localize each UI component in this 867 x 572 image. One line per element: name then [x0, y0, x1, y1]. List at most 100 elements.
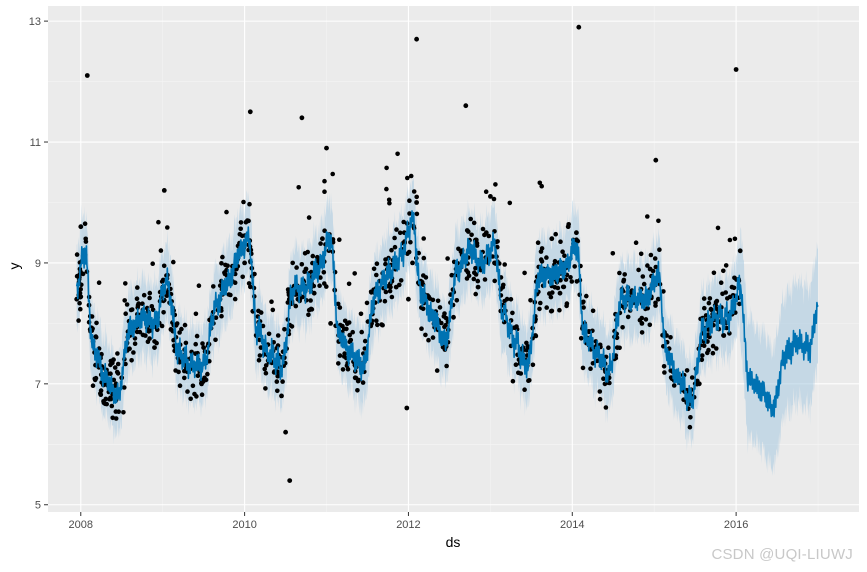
- data-point: [464, 228, 470, 233]
- data-point: [199, 392, 205, 398]
- data-point: [76, 318, 81, 323]
- data-point: [473, 265, 478, 271]
- data-point: [733, 67, 739, 72]
- data-point: [473, 291, 479, 297]
- data-point: [451, 314, 456, 320]
- data-point: [270, 307, 276, 313]
- data-point: [701, 343, 707, 349]
- data-point: [252, 271, 257, 277]
- data-point: [260, 323, 266, 329]
- data-point: [668, 375, 674, 380]
- data-point: [737, 301, 742, 307]
- data-point: [574, 279, 580, 284]
- data-point: [290, 260, 296, 266]
- data-point: [337, 237, 342, 242]
- data-point: [294, 265, 299, 270]
- data-point: [465, 270, 471, 275]
- data-point: [340, 367, 346, 372]
- data-point: [205, 371, 210, 377]
- data-point: [322, 189, 327, 194]
- data-point: [78, 294, 83, 300]
- data-point: [299, 262, 305, 267]
- data-point: [135, 285, 140, 290]
- data-point: [486, 233, 492, 239]
- data-point: [89, 314, 95, 319]
- data-point: [684, 368, 690, 373]
- data-point: [620, 325, 625, 330]
- data-point: [211, 284, 216, 289]
- data-point: [572, 264, 577, 269]
- data-point: [90, 383, 96, 389]
- data-point: [111, 377, 117, 383]
- data-point: [108, 362, 113, 368]
- data-point: [513, 362, 519, 368]
- data-point: [656, 218, 661, 224]
- data-point: [358, 311, 364, 317]
- data-point: [732, 275, 737, 281]
- data-point: [124, 302, 130, 307]
- data-point: [590, 308, 596, 314]
- data-point: [222, 271, 228, 277]
- data-point: [721, 268, 726, 274]
- data-point: [96, 280, 102, 286]
- data-point: [78, 224, 84, 230]
- data-point: [522, 387, 527, 393]
- data-point: [135, 302, 141, 308]
- data-point: [263, 386, 268, 391]
- data-point: [347, 332, 353, 338]
- data-point: [668, 368, 673, 373]
- data-point: [238, 220, 244, 225]
- data-point: [173, 323, 179, 328]
- data-point: [475, 284, 481, 290]
- data-point: [472, 270, 477, 276]
- data-point: [643, 317, 649, 322]
- data-point: [383, 289, 389, 295]
- data-point: [193, 341, 198, 347]
- data-point: [383, 257, 388, 262]
- data-point: [625, 314, 631, 320]
- data-point: [360, 380, 366, 385]
- data-point: [258, 310, 264, 315]
- data-point: [700, 353, 705, 358]
- data-point: [514, 324, 519, 329]
- data-point: [379, 322, 384, 327]
- data-point: [161, 310, 166, 315]
- data-point: [80, 271, 86, 277]
- data-point: [114, 369, 120, 375]
- data-point: [159, 323, 165, 329]
- data-point: [483, 230, 489, 236]
- data-point: [355, 388, 360, 393]
- data-point: [279, 393, 284, 399]
- data-point: [152, 345, 157, 350]
- data-point: [194, 394, 199, 399]
- data-point: [419, 326, 424, 332]
- data-point: [533, 333, 538, 338]
- data-point: [502, 262, 508, 267]
- data-point: [82, 221, 88, 226]
- data-point: [147, 290, 153, 296]
- data-point: [456, 246, 461, 252]
- data-point: [442, 311, 447, 316]
- data-point: [537, 180, 543, 186]
- data-point: [283, 429, 288, 435]
- data-point: [123, 361, 128, 367]
- data-point: [687, 424, 693, 430]
- data-point: [121, 410, 126, 415]
- data-point: [158, 248, 164, 253]
- data-point: [653, 264, 659, 270]
- data-point: [528, 298, 533, 303]
- data-point: [374, 318, 379, 324]
- data-point: [640, 274, 646, 279]
- data-point: [544, 255, 549, 260]
- data-point: [661, 289, 666, 294]
- data-point: [586, 329, 592, 334]
- data-point: [245, 218, 250, 223]
- y-axis-ticks: 5 7 9 11 13: [29, 16, 48, 512]
- data-point: [131, 350, 136, 355]
- data-point: [617, 270, 622, 276]
- data-point: [111, 357, 116, 363]
- data-point: [115, 361, 121, 367]
- data-point: [129, 307, 135, 312]
- data-point: [147, 336, 152, 341]
